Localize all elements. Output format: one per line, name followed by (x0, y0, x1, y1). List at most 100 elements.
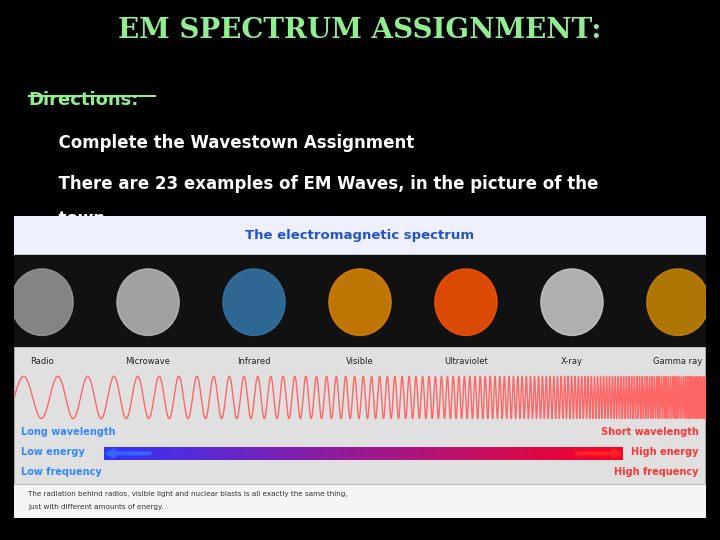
Bar (348, 447, 350, 460)
Bar (223, 447, 225, 460)
Bar (541, 447, 543, 460)
Bar (420, 447, 422, 460)
Ellipse shape (435, 269, 497, 335)
Bar (118, 447, 120, 460)
Bar (274, 447, 275, 460)
Bar (344, 447, 346, 460)
Bar (439, 447, 441, 460)
Bar (289, 447, 291, 460)
Bar (192, 447, 194, 460)
Bar (287, 447, 289, 460)
Bar (258, 447, 260, 460)
Bar (536, 447, 538, 460)
Bar (334, 447, 336, 460)
Bar (238, 447, 239, 460)
Bar (104, 447, 106, 460)
Bar (507, 447, 508, 460)
Bar (14, 255, 706, 346)
Bar (498, 447, 500, 460)
Bar (469, 447, 471, 460)
Bar (213, 447, 215, 460)
Bar (576, 447, 577, 460)
Bar (398, 447, 400, 460)
Bar (481, 447, 482, 460)
Bar (113, 447, 114, 460)
Bar (235, 447, 238, 460)
Bar (265, 447, 266, 460)
Bar (413, 447, 415, 460)
Bar (225, 447, 227, 460)
Text: Ultraviolet: Ultraviolet (444, 356, 488, 366)
Bar (355, 447, 356, 460)
Bar (395, 447, 396, 460)
Text: High energy: High energy (631, 447, 698, 457)
Ellipse shape (647, 269, 709, 335)
Bar (488, 447, 490, 460)
Bar (359, 447, 360, 460)
Bar (212, 447, 213, 460)
Bar (264, 447, 265, 460)
Bar (160, 447, 161, 460)
Bar (114, 447, 117, 460)
Bar (616, 447, 618, 460)
Bar (502, 447, 503, 460)
Bar (614, 447, 616, 460)
Bar (500, 447, 502, 460)
Bar (523, 447, 524, 460)
Bar (248, 447, 249, 460)
Bar (279, 447, 281, 460)
Bar (445, 447, 446, 460)
Bar (322, 447, 324, 460)
Bar (612, 447, 614, 460)
Bar (106, 447, 108, 460)
Bar (194, 447, 196, 460)
Bar (456, 447, 459, 460)
Bar (531, 447, 533, 460)
Bar (153, 447, 154, 460)
Bar (230, 447, 232, 460)
Bar (108, 447, 109, 460)
Bar (602, 447, 603, 460)
Bar (270, 447, 272, 460)
Bar (303, 447, 305, 460)
Bar (391, 447, 393, 460)
Bar (467, 447, 469, 460)
Bar (562, 447, 564, 460)
Bar (528, 447, 529, 460)
Bar (455, 447, 456, 460)
Bar (554, 447, 555, 460)
Bar (330, 447, 333, 460)
Bar (545, 447, 546, 460)
Bar (572, 447, 575, 460)
Bar (218, 447, 220, 460)
Bar (408, 447, 410, 460)
Bar (581, 447, 583, 460)
FancyBboxPatch shape (14, 216, 706, 518)
Bar (586, 447, 588, 460)
Bar (184, 447, 186, 460)
Bar (361, 447, 364, 460)
Bar (324, 447, 325, 460)
Bar (336, 447, 338, 460)
Bar (540, 447, 541, 460)
Ellipse shape (223, 269, 285, 335)
Text: Visible: Visible (346, 356, 374, 366)
Bar (353, 447, 355, 460)
Bar (603, 447, 606, 460)
Bar (426, 447, 428, 460)
Bar (448, 447, 450, 460)
Bar (277, 447, 279, 460)
Text: Low energy: Low energy (22, 447, 85, 457)
Bar (227, 447, 229, 460)
Bar (482, 447, 485, 460)
Bar (490, 447, 491, 460)
Bar (472, 447, 474, 460)
Bar (415, 447, 417, 460)
Bar (350, 447, 351, 460)
Bar (534, 447, 536, 460)
Bar (450, 447, 451, 460)
Text: Microwave: Microwave (125, 356, 171, 366)
Bar (244, 447, 246, 460)
Bar (407, 447, 408, 460)
Text: Complete the Wavestown Assignment: Complete the Wavestown Assignment (47, 134, 414, 152)
